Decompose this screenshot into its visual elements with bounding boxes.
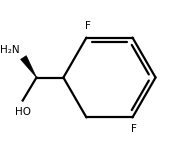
Text: H₂N: H₂N (0, 45, 20, 55)
Text: F: F (85, 21, 91, 31)
Text: F: F (131, 124, 137, 134)
Text: HO: HO (15, 107, 31, 117)
Polygon shape (21, 56, 37, 78)
